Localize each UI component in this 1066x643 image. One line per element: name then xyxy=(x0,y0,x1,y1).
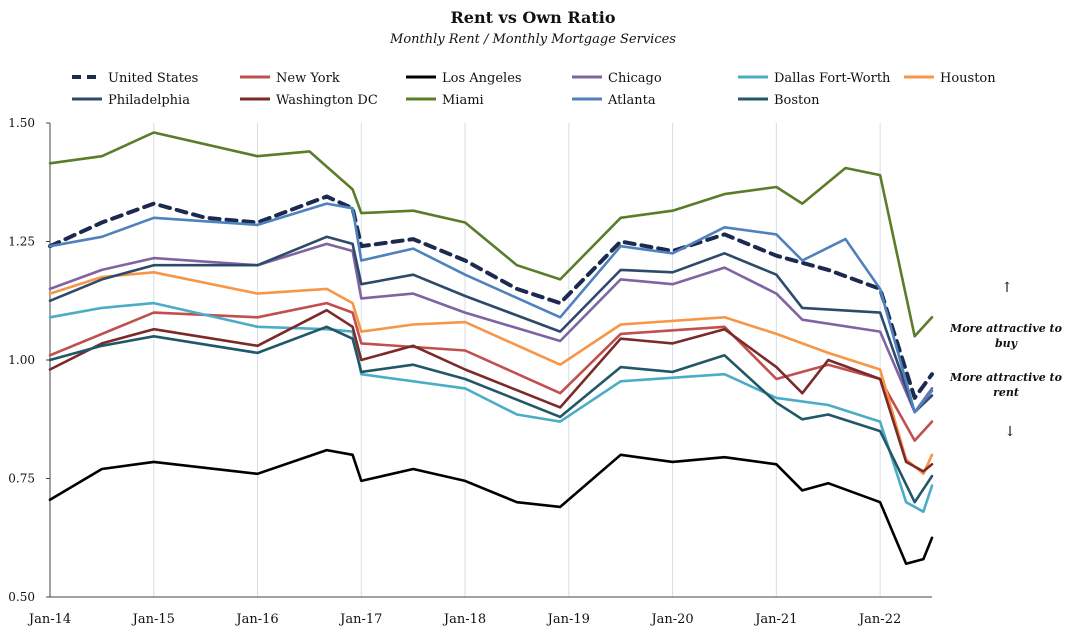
y-tick-label: 0.75 xyxy=(8,472,35,486)
chart-subtitle: Monthly Rent / Monthly Mortgage Services xyxy=(390,32,676,47)
down-arrow-icon: ↓ xyxy=(1004,424,1016,440)
y-tick-label: 1.00 xyxy=(8,353,35,367)
y-tick-label: 0.50 xyxy=(8,590,35,604)
legend-label: Atlanta xyxy=(607,93,656,108)
legend-label: Los Angeles xyxy=(442,71,522,86)
legend-label: Houston xyxy=(940,71,996,86)
x-tick-label: Jan-17 xyxy=(338,612,382,627)
legend-label: New York xyxy=(276,71,340,86)
series-line-los-angeles xyxy=(48,448,934,566)
x-tick-label: Jan-16 xyxy=(234,612,278,627)
legend-label: Chicago xyxy=(608,71,662,86)
x-tick-label: Jan-20 xyxy=(649,612,693,627)
annotation-rent: More attractive to rent xyxy=(950,371,1062,399)
series-line-atlanta xyxy=(48,202,934,414)
x-tick-label: Jan-21 xyxy=(753,612,797,627)
chart-title: Rent vs Own Ratio xyxy=(450,8,616,27)
legend-label: Dallas Fort-Worth xyxy=(774,71,891,86)
legend-label: Boston xyxy=(774,93,820,108)
legend-label: Washington DC xyxy=(276,93,378,108)
grid xyxy=(49,123,881,597)
series-group xyxy=(48,131,934,566)
annotation-buy: More attractive to buy xyxy=(950,322,1062,350)
legend-label: Miami xyxy=(442,93,484,108)
up-arrow-icon: ↑ xyxy=(1001,280,1013,296)
y-tick-label: 1.50 xyxy=(8,116,35,130)
series-line-united-states xyxy=(48,194,934,400)
legend-label: Philadelphia xyxy=(108,93,190,108)
series-line-philadelphia xyxy=(48,235,934,414)
x-tick-label: Jan-18 xyxy=(442,612,486,627)
legend-label: United States xyxy=(108,71,198,86)
series-line-miami xyxy=(48,131,934,338)
x-tick-label: Jan-19 xyxy=(546,612,590,627)
series-line-boston xyxy=(48,325,934,504)
y-tick-label: 1.25 xyxy=(8,235,35,249)
series-line-houston xyxy=(48,271,934,476)
x-tick-label: Jan-14 xyxy=(27,612,71,627)
x-tick-label: Jan-15 xyxy=(131,612,175,627)
legend: United States New York Los Angeles Chicago D… xyxy=(72,71,996,108)
series-line-chicago xyxy=(48,242,934,414)
series-line-dallas-fort-worth xyxy=(48,301,934,513)
axes: Jan-14 Jan-15 Jan-16 Jan-17 Jan-18 Jan-19 Jan-… xyxy=(8,116,932,627)
series-line-new-york xyxy=(48,301,934,442)
series-line-washington-dc xyxy=(48,308,934,473)
x-tick-label: Jan-22 xyxy=(857,612,901,627)
